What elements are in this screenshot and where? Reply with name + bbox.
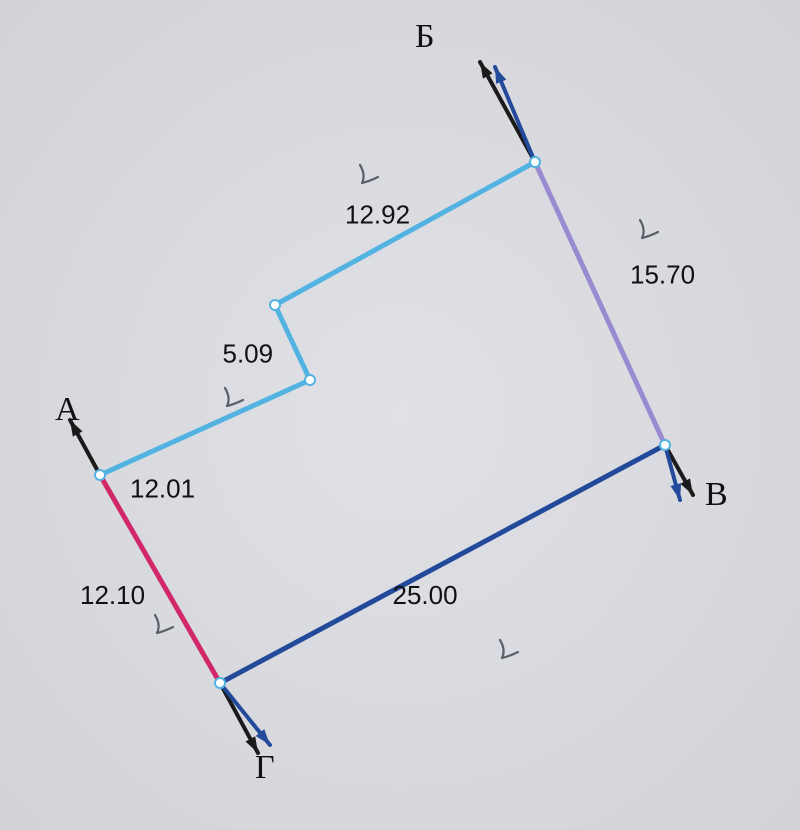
edge-label-A-P1: 12.01 bbox=[130, 474, 195, 504]
vertex-label-A: А bbox=[55, 391, 80, 428]
edge-label-P2-B: 12.92 bbox=[345, 200, 410, 230]
edge-label-P1-P2: 5.09 bbox=[223, 339, 274, 369]
vertex-label-D: Г bbox=[255, 749, 275, 786]
edge-label-B-C: 15.70 bbox=[630, 260, 695, 290]
vignette bbox=[0, 0, 800, 830]
node-D bbox=[215, 678, 225, 688]
vertex-label-C: В bbox=[705, 476, 728, 513]
edge-label-C-D: 25.00 bbox=[393, 580, 458, 610]
node-P1 bbox=[305, 375, 315, 385]
node-P2 bbox=[270, 300, 280, 310]
vertex-label-B: Б bbox=[415, 18, 435, 55]
node-A bbox=[95, 470, 105, 480]
edge-label-D-A: 12.10 bbox=[80, 580, 145, 610]
node-B bbox=[530, 157, 540, 167]
node-C bbox=[660, 440, 670, 450]
